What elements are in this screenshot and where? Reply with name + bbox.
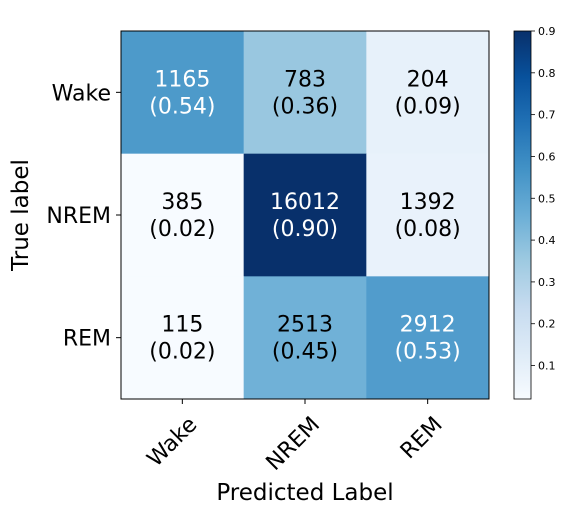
cell-count-label: 783 [284, 67, 326, 92]
heatmap-cell [366, 153, 490, 277]
colorbar-tick-label: 0.9 [538, 25, 556, 38]
heatmap-cell [243, 153, 367, 277]
cell-fraction-label: (0.02) [149, 217, 215, 242]
heatmap-cell [366, 31, 490, 155]
cell-fraction-label: (0.90) [272, 217, 338, 242]
colorbar-tick-label: 0.8 [538, 67, 556, 80]
cell-fraction-label: (0.08) [395, 217, 461, 242]
cell-fraction-label: (0.09) [395, 94, 461, 119]
cell-count-label: 385 [161, 190, 203, 215]
x-tick-labels: Wake NREM REM [143, 399, 448, 476]
y-axis-title: True label [8, 159, 34, 272]
cell-count-label: 2912 [400, 313, 456, 338]
heatmap-cell [121, 153, 245, 277]
colorbar-tick-label: 0.7 [538, 109, 556, 122]
colorbar-tick-label: 0.6 [538, 150, 556, 163]
heatmap-cell [366, 276, 490, 400]
x-axis-title: Predicted Label [216, 480, 393, 506]
heatmap-cells: 1165(0.54)783(0.36)204(0.09)385(0.02)160… [121, 31, 490, 400]
y-tick-label: Wake [52, 81, 111, 106]
cell-fraction-label: (0.53) [395, 340, 461, 365]
cell-fraction-label: (0.02) [149, 340, 215, 365]
colorbar-ticks: 0.1 0.2 0.3 0.4 0.5 0.6 0.7 0.8 0.9 [531, 25, 556, 373]
cell-count-label: 2513 [277, 313, 333, 338]
cell-count-label: 204 [407, 67, 449, 92]
heatmap-cell [121, 31, 245, 155]
cell-count-label: 1165 [154, 67, 210, 92]
cell-count-label: 115 [161, 313, 203, 338]
cell-fraction-label: (0.45) [272, 340, 338, 365]
cell-fraction-label: (0.54) [149, 94, 215, 119]
colorbar [513, 30, 532, 400]
heatmap-cell [243, 276, 367, 400]
y-tick-labels: Wake NREM REM [46, 81, 121, 352]
heatmap-cell [121, 276, 245, 400]
cell-count-label: 16012 [270, 190, 340, 215]
colorbar-tick-label: 0.3 [538, 276, 556, 289]
colorbar-tick-label: 0.2 [538, 318, 556, 331]
y-tick-label: REM [63, 327, 111, 352]
x-tick-label: NREM [262, 412, 325, 475]
colorbar-tick-label: 0.4 [538, 234, 556, 247]
x-tick-label: Wake [143, 412, 203, 472]
colorbar-tick-label: 0.5 [538, 192, 556, 205]
heatmap-cell [243, 31, 367, 155]
cell-count-label: 1392 [400, 190, 456, 215]
cell-fraction-label: (0.36) [272, 94, 338, 119]
x-tick-label: REM [396, 412, 448, 464]
y-tick-label: NREM [46, 204, 111, 229]
colorbar-tick-label: 0.1 [538, 360, 556, 373]
